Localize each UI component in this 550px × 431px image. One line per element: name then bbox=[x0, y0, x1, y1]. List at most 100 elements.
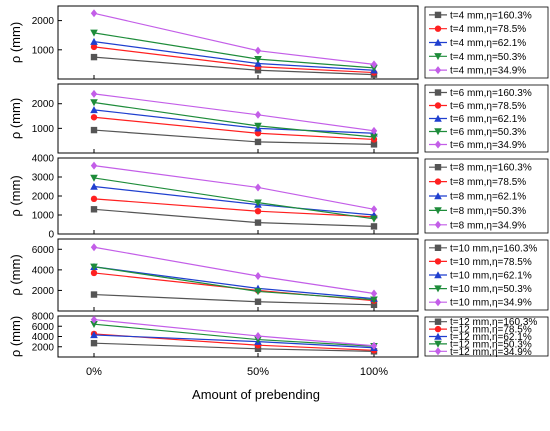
data-point bbox=[370, 60, 378, 69]
series-line bbox=[93, 41, 375, 71]
legend-label: t=8 mm,η=78.5% bbox=[450, 177, 526, 188]
legend-marker bbox=[434, 271, 442, 279]
y-tick-label: 4000 bbox=[32, 332, 55, 343]
y-axis-title: ρ (mm) bbox=[8, 98, 23, 139]
data-point bbox=[370, 215, 378, 223]
legend-label: t=8 mm,η=34.9% bbox=[450, 220, 526, 231]
legend-label: t=10 mm,η=78.5% bbox=[450, 257, 532, 268]
data-point bbox=[254, 199, 262, 207]
legend-label: t=6 mm,η=78.5% bbox=[450, 101, 526, 112]
legend-label: t=12 mm,η=160.3% bbox=[450, 317, 537, 328]
data-point bbox=[90, 315, 98, 324]
chart-panel: 1000 2000 ρ (mm) t=6 mm,η=160.3% t=6 mm,η=78… bbox=[8, 83, 549, 154]
y-axis-title: ρ (mm) bbox=[8, 254, 23, 295]
legend-label: t=4 mm,η=160.3% bbox=[450, 10, 532, 21]
y-tick-label: 2000 bbox=[32, 342, 55, 353]
data-point bbox=[254, 130, 262, 137]
data-point bbox=[90, 263, 98, 271]
legend-marker bbox=[434, 114, 442, 122]
series-line bbox=[93, 323, 375, 347]
data-point bbox=[90, 89, 98, 98]
data-point bbox=[370, 289, 378, 298]
legend-label: t=6 mm,η=62.1% bbox=[450, 114, 526, 125]
data-point bbox=[90, 99, 98, 107]
data-point bbox=[254, 67, 262, 74]
x-axis-title: Amount of prebending bbox=[192, 387, 320, 402]
data-point bbox=[90, 206, 98, 213]
y-axis-title: ρ (mm) bbox=[8, 175, 23, 216]
data-point bbox=[370, 223, 378, 230]
y-tick-label: 1000 bbox=[32, 124, 55, 135]
series-line bbox=[93, 32, 375, 69]
data-point bbox=[370, 296, 378, 304]
series-line bbox=[93, 185, 375, 216]
y-tick-label: 3000 bbox=[32, 173, 55, 184]
legend-label: t=6 mm,η=34.9% bbox=[450, 140, 526, 151]
legend-marker bbox=[434, 298, 442, 307]
legend-label: t=12 mm,η=62.1% bbox=[450, 332, 532, 343]
legend-marker bbox=[434, 53, 442, 61]
legend-marker bbox=[434, 285, 442, 293]
y-tick-label: 6000 bbox=[32, 245, 55, 256]
data-point bbox=[90, 9, 98, 18]
legend-marker bbox=[434, 140, 442, 149]
legend-marker bbox=[434, 258, 442, 265]
data-point bbox=[254, 219, 262, 226]
series-line bbox=[93, 165, 375, 210]
legend-label: t=4 mm,η=34.9% bbox=[450, 66, 526, 77]
legend: t=12 mm,η=160.3%t=12 mm,η=78.5%t=12 mm,η… bbox=[424, 316, 549, 358]
plot-frame bbox=[57, 83, 419, 154]
data-point bbox=[90, 291, 98, 298]
legend-marker bbox=[434, 66, 442, 75]
legend-marker bbox=[434, 38, 442, 46]
chart-panels: 1000 2000 ρ (mm) t=4 mm,η=160.3% t=4 mm,η=78… bbox=[8, 5, 549, 358]
data-point bbox=[90, 339, 98, 347]
legend-marker bbox=[434, 25, 442, 32]
series-line bbox=[93, 318, 375, 347]
data-point bbox=[90, 321, 98, 328]
data-point bbox=[90, 331, 98, 339]
y-tick-label: 1000 bbox=[32, 45, 55, 56]
data-point bbox=[90, 53, 98, 61]
data-point bbox=[370, 126, 378, 135]
data-point bbox=[370, 141, 378, 148]
legend-marker bbox=[434, 244, 442, 251]
y-tick-label: 4000 bbox=[32, 154, 55, 165]
legend-marker bbox=[434, 207, 442, 215]
plot-frame bbox=[57, 157, 419, 235]
chart-panel: 1000 2000 ρ (mm) t=4 mm,η=160.3% t=4 mm,η=78… bbox=[8, 5, 549, 80]
legend: t=6 mm,η=160.3% t=6 mm,η=78.5% t=6 mm,η=62… bbox=[424, 84, 549, 153]
y-tick-label: 2000 bbox=[32, 286, 55, 297]
legend-label: t=12 mm,η=34.9% bbox=[450, 347, 532, 358]
data-point bbox=[254, 46, 262, 55]
legend-marker bbox=[434, 164, 442, 171]
data-point bbox=[90, 106, 98, 114]
legend-marker bbox=[434, 178, 442, 185]
data-point bbox=[254, 138, 262, 146]
data-point bbox=[254, 288, 262, 296]
legend-label: t=10 mm,η=34.9% bbox=[450, 298, 532, 309]
legend-label: t=10 mm,η=62.1% bbox=[450, 271, 532, 282]
series-line bbox=[93, 208, 375, 227]
x-tick-label: 100% bbox=[360, 366, 388, 378]
y-axis-title: ρ (mm) bbox=[8, 316, 23, 357]
data-point bbox=[254, 298, 262, 305]
legend: t=4 mm,η=160.3% t=4 mm,η=78.5% t=4 mm,η=62… bbox=[424, 6, 549, 79]
series-line bbox=[93, 12, 375, 65]
legend-marker bbox=[434, 11, 442, 19]
data-point bbox=[254, 331, 262, 340]
legend-label: t=10 mm,η=160.3% bbox=[450, 243, 537, 254]
legend-label: t=10 mm,η=50.3% bbox=[450, 284, 532, 295]
y-axis-title: ρ (mm) bbox=[8, 22, 23, 63]
legend-label: t=4 mm,η=62.1% bbox=[450, 38, 526, 49]
data-point bbox=[254, 110, 262, 119]
y-tick-label: 2000 bbox=[32, 16, 55, 27]
data-point bbox=[90, 174, 98, 182]
legend-marker bbox=[434, 340, 442, 348]
data-point bbox=[254, 183, 262, 192]
data-point bbox=[90, 269, 98, 277]
legend-label: t=4 mm,η=50.3% bbox=[450, 52, 526, 63]
y-tick-label: 2000 bbox=[32, 192, 55, 203]
